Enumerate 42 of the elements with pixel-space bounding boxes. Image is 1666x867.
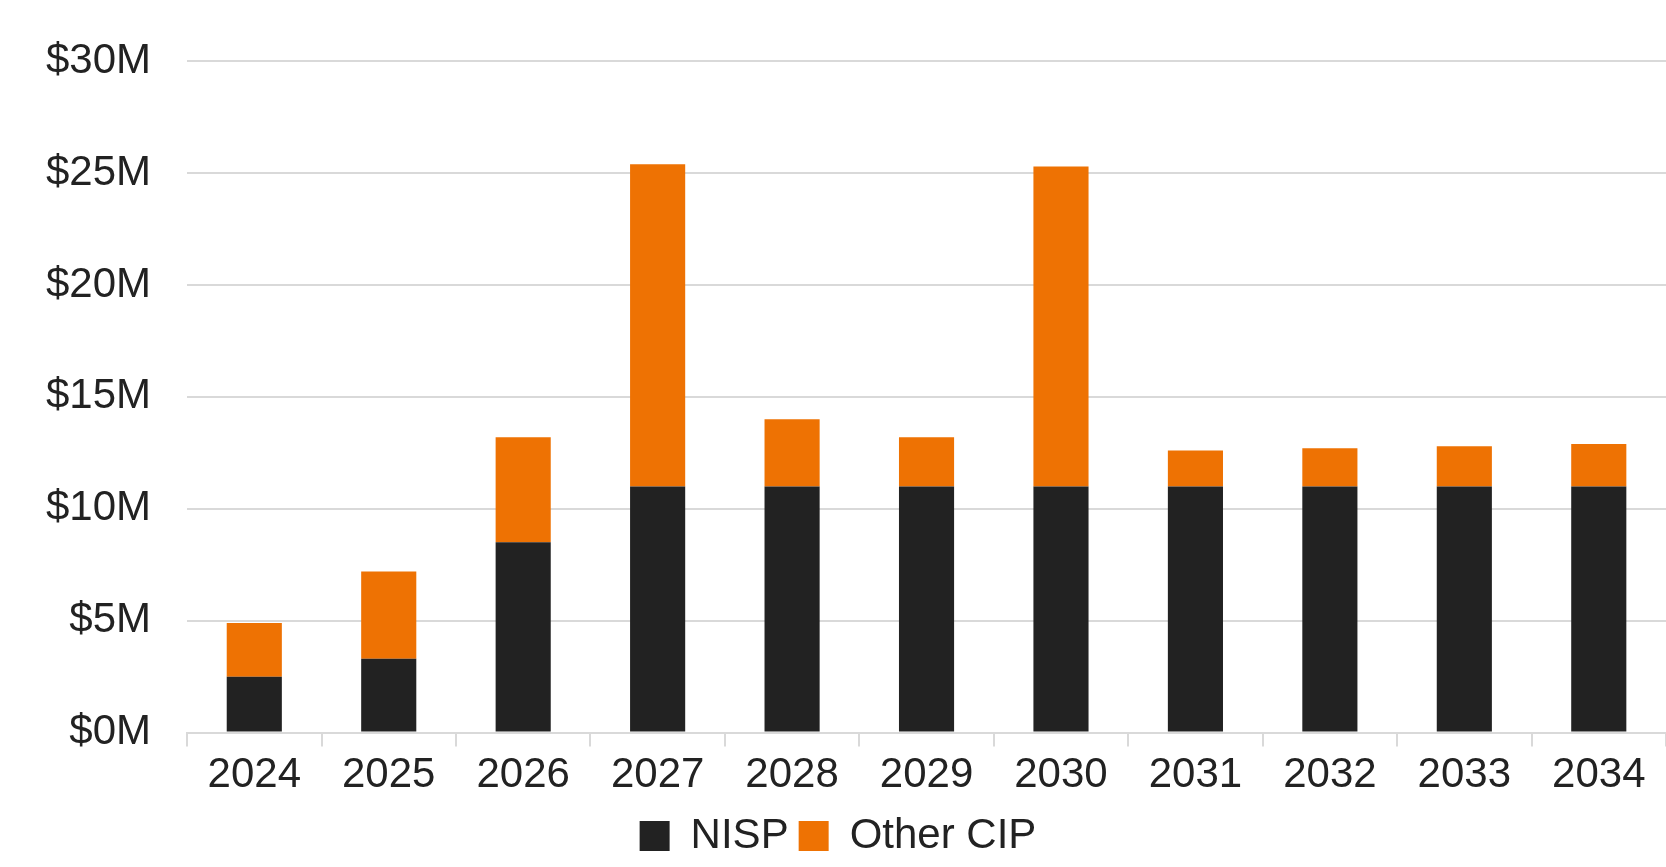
bar: [1302, 486, 1358, 732]
bar: [764, 419, 820, 487]
bar: [1167, 450, 1223, 487]
bar: [226, 622, 282, 677]
bar: [361, 571, 417, 659]
x-tick-label: 2029: [879, 749, 974, 797]
y-tick-label: $5M: [69, 594, 152, 642]
y-tick-label: $25M: [46, 146, 152, 194]
bar: [898, 437, 955, 487]
y-tick-label: $15M: [46, 370, 152, 418]
bar: [226, 676, 282, 732]
bar: [495, 542, 551, 732]
x-tick-label: 2034: [1552, 749, 1646, 797]
x-tick-label: 2024: [207, 749, 301, 797]
bar: [1571, 443, 1627, 487]
y-tick-label: $30M: [46, 34, 152, 82]
bar: [495, 437, 551, 543]
x-tick-label: 2031: [1148, 749, 1243, 797]
bar: [1571, 486, 1627, 732]
bar: [1033, 166, 1089, 487]
x-tick-label: 2026: [476, 749, 570, 797]
bar: [1033, 486, 1089, 732]
bar: [361, 658, 417, 732]
bar: [1436, 446, 1492, 487]
bar: [630, 486, 686, 732]
bar: [630, 164, 686, 487]
x-tick-label: 2025: [342, 749, 436, 797]
bar: [1302, 448, 1358, 487]
y-tick-label: $10M: [46, 482, 152, 530]
legend-label: Other CIP: [849, 809, 1037, 857]
x-tick-label: 2028: [745, 749, 839, 797]
bar: [898, 486, 955, 732]
x-tick-label: 2027: [610, 749, 705, 797]
x-tick-label: 2030: [1014, 749, 1108, 797]
bar: [1436, 486, 1492, 732]
x-tick-label: 2032: [1283, 749, 1377, 797]
x-tick-label: 2033: [1417, 749, 1512, 797]
y-tick-label: $0M: [69, 706, 152, 754]
legend-label: NISP: [690, 809, 789, 857]
bar: [1167, 486, 1223, 732]
bar: [764, 486, 820, 732]
y-tick-label: $20M: [46, 258, 152, 306]
